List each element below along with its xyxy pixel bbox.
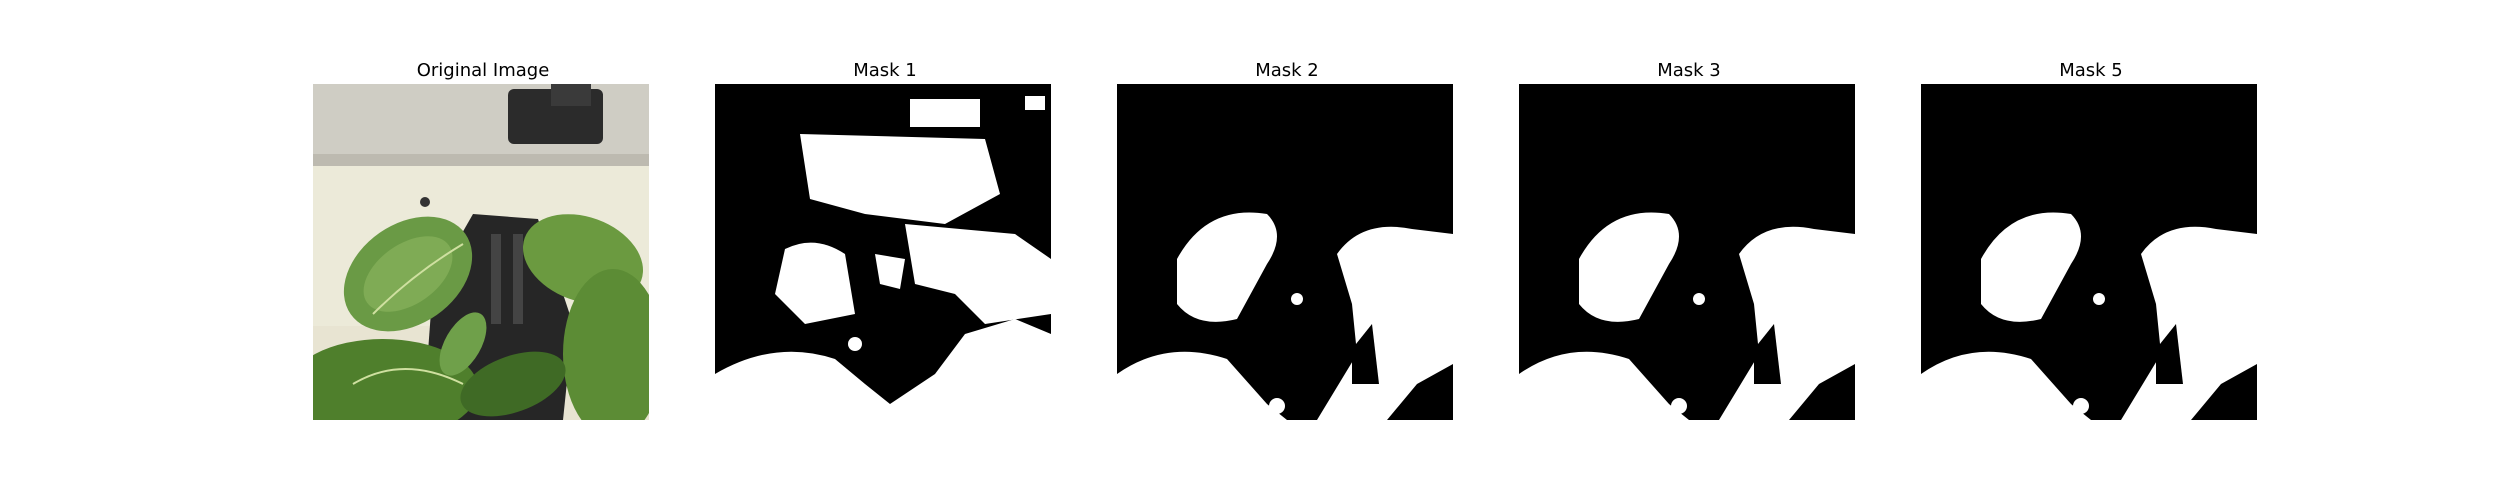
panel-title: Original Image: [416, 60, 550, 81]
panel-mask-1: Mask 1: [715, 0, 1055, 500]
panel-title: Mask 3: [1657, 60, 1721, 81]
panel-title: Mask 1: [853, 60, 917, 81]
original-photo: [313, 84, 649, 420]
mask-image: [1921, 84, 2257, 420]
panel-title: Mask 2: [1255, 60, 1319, 81]
panel-mask-2: Mask 2: [1117, 0, 1457, 500]
mask-image: [1117, 84, 1453, 420]
panel-original-image: Original Image: [313, 0, 653, 500]
panel-mask-5: Mask 5: [1921, 0, 2261, 500]
mask-image: [715, 84, 1051, 420]
panel-mask-3: Mask 3: [1519, 0, 1859, 500]
panel-title: Mask 5: [2059, 60, 2123, 81]
mask-image: [1519, 84, 1855, 420]
